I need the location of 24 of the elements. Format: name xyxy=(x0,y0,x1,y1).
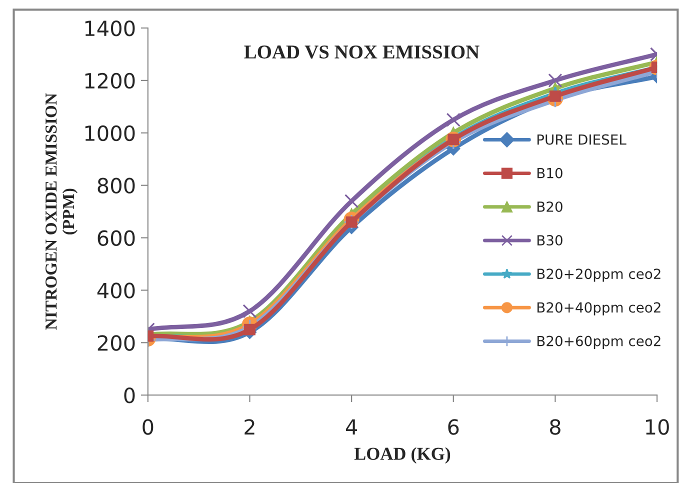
legend-label: B20 xyxy=(537,201,562,212)
y-tick-label: 1200 xyxy=(85,72,135,89)
x-tick-label: 6 xyxy=(448,419,459,435)
legend-label: B20+20ppm ceo2 xyxy=(537,268,660,282)
y-tick-label: 1000 xyxy=(85,125,135,142)
text: LOAD VS NOX EMISSION xyxy=(244,46,480,59)
legend-label: B20+60ppm ceo2 xyxy=(537,336,660,349)
x-tick-label: 4 xyxy=(346,419,358,435)
x-tick-label: 2 xyxy=(244,419,254,435)
y-tick-label: 800 xyxy=(98,178,135,194)
y-tick-label: 600 xyxy=(98,230,135,246)
legend-label: B20+40ppm ceo2 xyxy=(537,302,660,316)
x-tick-label: 0 xyxy=(142,419,154,435)
x-tick-label: 8 xyxy=(550,419,560,435)
legend-label: PURE DIESEL xyxy=(537,134,626,145)
y-tick-label: 200 xyxy=(98,335,135,351)
x-tick-label: 10 xyxy=(646,419,669,435)
x-axis-title: LOAD (KG) xyxy=(354,447,450,464)
y-tick-label: 1400 xyxy=(85,20,135,36)
y-tick-label: 0 xyxy=(124,388,135,404)
legend-label: B30 xyxy=(537,235,562,246)
y-tick-label: 400 xyxy=(97,282,135,298)
y-axis-title: NITROGEN OXIDE EMISSION (PPM) xyxy=(46,93,78,330)
legend-label: B10 xyxy=(537,168,562,178)
